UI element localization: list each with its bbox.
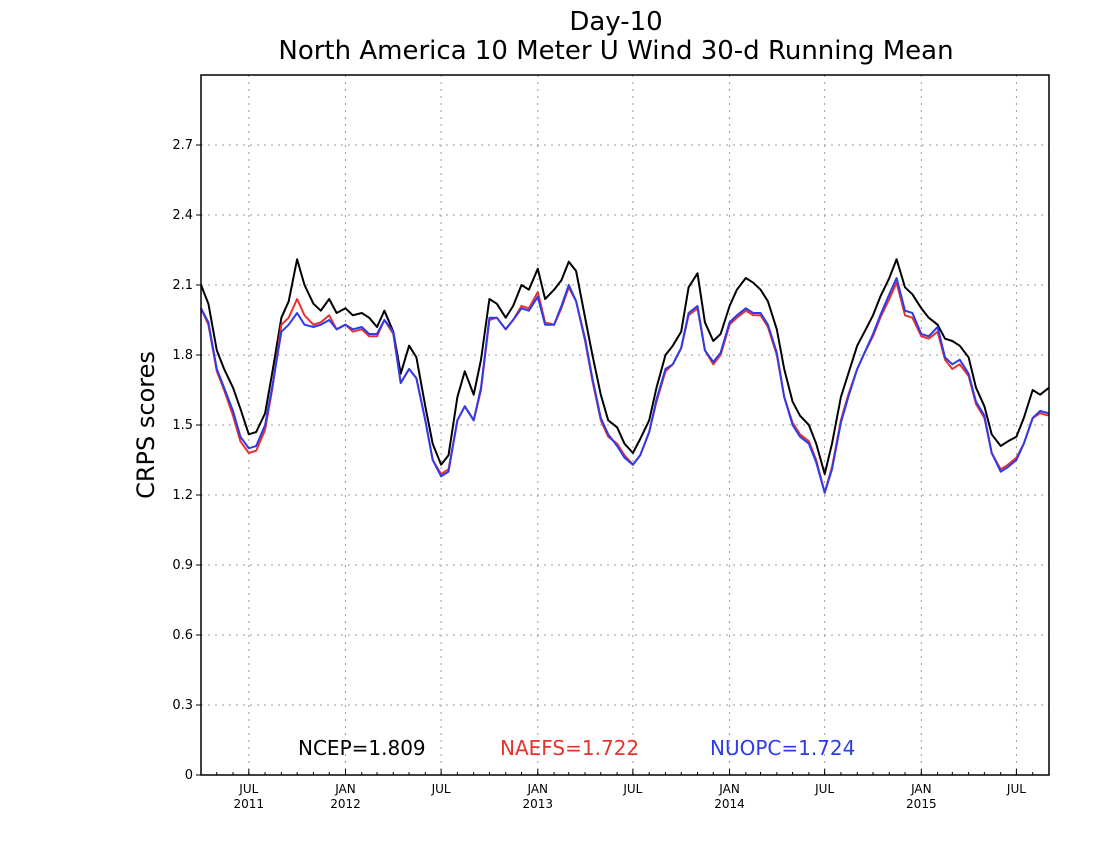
y-tick-label: 0 <box>185 768 193 783</box>
x-tick-year: 2012 <box>330 797 361 811</box>
y-tick-label: 0.9 <box>172 558 193 573</box>
y-tick-label: 1.8 <box>172 348 193 363</box>
series-group <box>200 258 1050 494</box>
y-tick-label: 2.4 <box>172 208 193 223</box>
legend-item-nuopc: NUOPC=1.724 <box>710 736 855 760</box>
y-axis-label: CRPS scores <box>132 351 160 499</box>
y-tick-label: 1.5 <box>172 418 193 433</box>
y-tick-label: 2.7 <box>172 138 193 153</box>
x-tick-month: JAN <box>334 782 356 796</box>
y-tick-label: 0.3 <box>172 698 193 713</box>
x-tick-year: 2015 <box>906 797 937 811</box>
x-tick-month: JAN <box>718 782 740 796</box>
x-tick-month: JAN <box>910 782 932 796</box>
x-tick-year: 2011 <box>234 797 265 811</box>
x-tick-month: JUL <box>238 782 258 796</box>
x-tick-month: JUL <box>1006 782 1026 796</box>
chart-subtitle: North America 10 Meter U Wind 30-d Runni… <box>278 36 953 66</box>
grid <box>201 75 1049 775</box>
x-tick-month: JUL <box>431 782 451 796</box>
y-tick-label: 2.1 <box>172 278 193 293</box>
x-tick-year: 2013 <box>523 797 554 811</box>
axis-ticks: 00.30.60.91.21.51.82.12.42.7JUL2011JAN20… <box>172 138 1050 811</box>
x-tick-month: JUL <box>622 782 642 796</box>
legend: NCEP=1.809 NAEFS=1.722 NUOPC=1.724 <box>298 736 855 760</box>
series-line-nuopc <box>200 277 1050 494</box>
legend-item-ncep: NCEP=1.809 <box>298 736 426 760</box>
series-line-ncep <box>200 258 1050 475</box>
x-tick-month: JAN <box>527 782 549 796</box>
legend-item-naefs: NAEFS=1.722 <box>500 736 639 760</box>
y-tick-label: 1.2 <box>172 488 193 503</box>
x-tick-year: 2014 <box>714 797 745 811</box>
chart-title: Day-10 <box>569 7 662 37</box>
y-tick-label: 0.6 <box>172 628 193 643</box>
x-tick-month: JUL <box>814 782 834 796</box>
